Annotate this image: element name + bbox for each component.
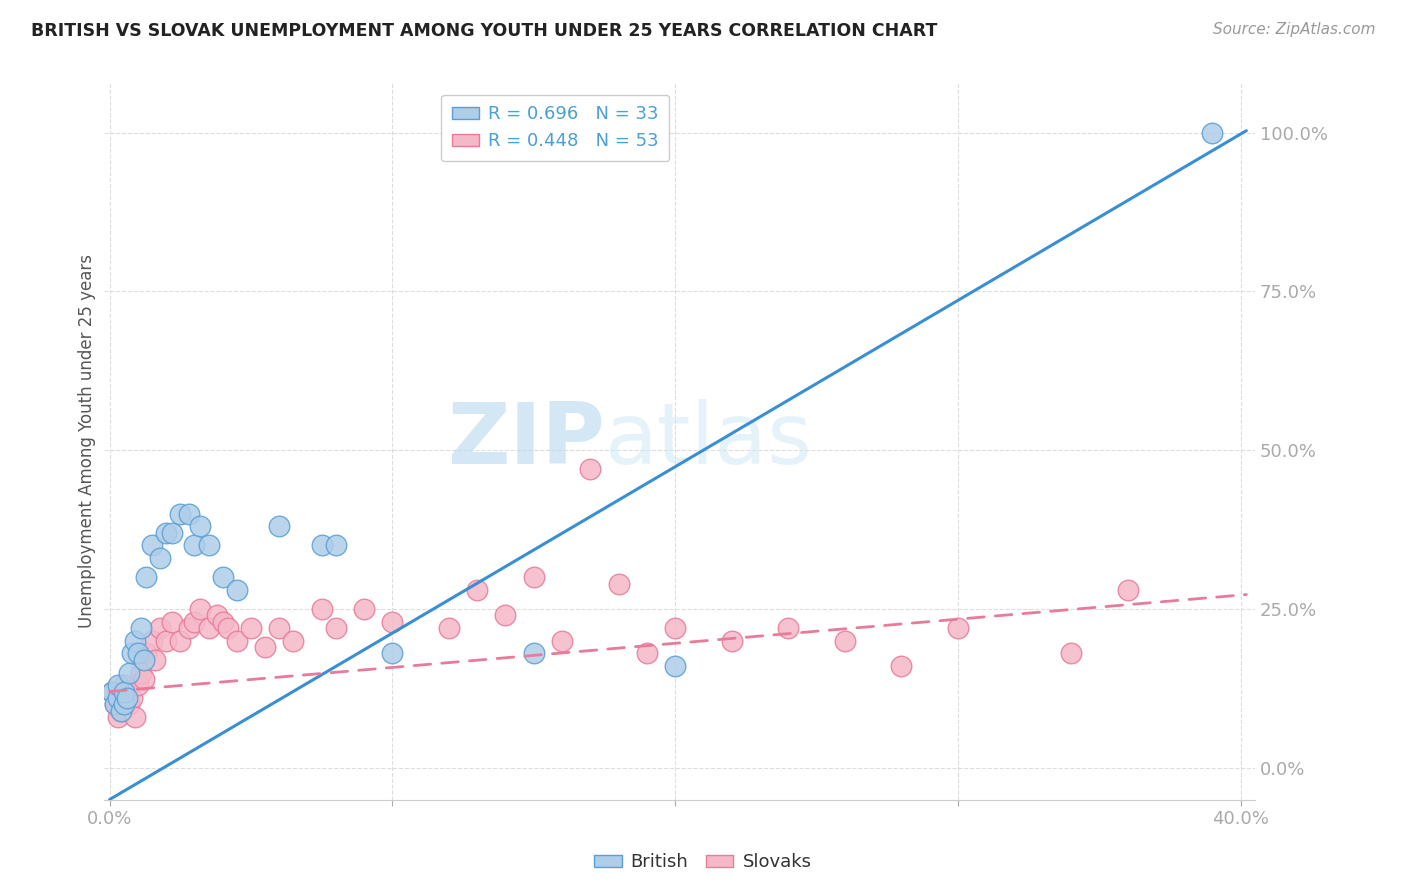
Point	[240, 621, 263, 635]
Point	[169, 507, 191, 521]
Point	[211, 570, 233, 584]
Point	[551, 633, 574, 648]
Point	[129, 621, 152, 635]
Point	[664, 659, 686, 673]
Point	[127, 678, 149, 692]
Point	[143, 653, 166, 667]
Point	[523, 647, 546, 661]
Point	[834, 633, 856, 648]
Point	[437, 621, 460, 635]
Point	[1201, 126, 1223, 140]
Legend: British, Slovaks: British, Slovaks	[588, 847, 818, 879]
Point	[325, 539, 347, 553]
Point	[155, 633, 177, 648]
Point	[115, 684, 138, 698]
Point	[353, 602, 375, 616]
Point	[101, 684, 124, 698]
Point	[269, 621, 291, 635]
Point	[149, 621, 172, 635]
Point	[183, 615, 205, 629]
Point	[225, 633, 247, 648]
Point	[197, 621, 219, 635]
Point	[107, 690, 129, 705]
Point	[124, 633, 146, 648]
Point	[325, 621, 347, 635]
Point	[523, 570, 546, 584]
Point	[107, 690, 129, 705]
Point	[177, 621, 200, 635]
Point	[636, 647, 658, 661]
Point	[283, 633, 305, 648]
Y-axis label: Unemployment Among Youth under 25 years: Unemployment Among Youth under 25 years	[79, 253, 96, 628]
Point	[254, 640, 277, 654]
Point	[132, 653, 155, 667]
Point	[121, 647, 143, 661]
Point	[381, 615, 404, 629]
Point	[188, 602, 211, 616]
Point	[118, 698, 141, 712]
Point	[135, 647, 157, 661]
Point	[160, 525, 183, 540]
Point	[149, 551, 172, 566]
Point	[135, 570, 157, 584]
Point	[1060, 647, 1083, 661]
Point	[127, 647, 149, 661]
Point	[115, 690, 138, 705]
Point	[121, 690, 143, 705]
Point	[225, 582, 247, 597]
Point	[311, 602, 333, 616]
Text: BRITISH VS SLOVAK UNEMPLOYMENT AMONG YOUTH UNDER 25 YEARS CORRELATION CHART: BRITISH VS SLOVAK UNEMPLOYMENT AMONG YOU…	[31, 22, 938, 40]
Point	[112, 698, 135, 712]
Point	[104, 698, 127, 712]
Point	[197, 539, 219, 553]
Point	[607, 576, 630, 591]
Point	[110, 704, 132, 718]
Point	[579, 462, 602, 476]
Point	[664, 621, 686, 635]
Point	[205, 608, 228, 623]
Point	[169, 633, 191, 648]
Point	[112, 698, 135, 712]
Point	[124, 710, 146, 724]
Point	[381, 647, 404, 661]
Point	[946, 621, 969, 635]
Point	[217, 621, 239, 635]
Point	[177, 507, 200, 521]
Point	[211, 615, 233, 629]
Legend: R = 0.696   N = 33, R = 0.448   N = 53: R = 0.696 N = 33, R = 0.448 N = 53	[441, 95, 669, 161]
Point	[112, 684, 135, 698]
Point	[188, 519, 211, 533]
Point	[183, 539, 205, 553]
Point	[112, 678, 135, 692]
Point	[1116, 582, 1139, 597]
Point	[778, 621, 800, 635]
Point	[495, 608, 517, 623]
Point	[141, 539, 163, 553]
Point	[720, 633, 742, 648]
Point	[160, 615, 183, 629]
Point	[155, 525, 177, 540]
Point	[141, 633, 163, 648]
Text: ZIP: ZIP	[447, 400, 605, 483]
Point	[890, 659, 912, 673]
Point	[101, 684, 124, 698]
Text: atlas: atlas	[605, 400, 813, 483]
Point	[269, 519, 291, 533]
Point	[107, 710, 129, 724]
Point	[107, 678, 129, 692]
Text: Source: ZipAtlas.com: Source: ZipAtlas.com	[1212, 22, 1375, 37]
Point	[104, 698, 127, 712]
Point	[118, 665, 141, 680]
Point	[132, 672, 155, 686]
Point	[311, 539, 333, 553]
Point	[110, 704, 132, 718]
Point	[465, 582, 488, 597]
Point	[129, 665, 152, 680]
